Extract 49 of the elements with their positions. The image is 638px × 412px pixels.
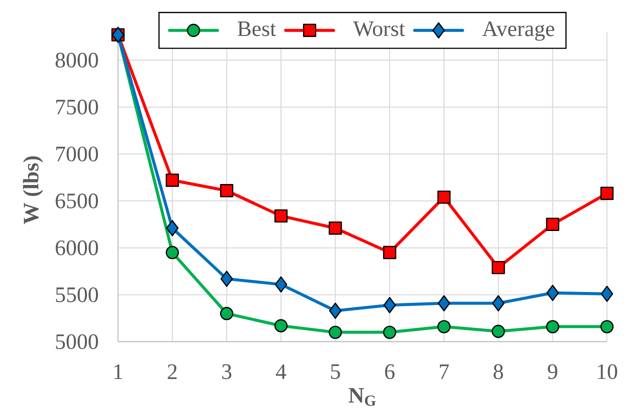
x-tick-label: 1 <box>114 364 122 379</box>
x-tick-label: 9 <box>548 364 558 380</box>
point <box>600 286 614 302</box>
x-tick-label: 5 <box>331 364 340 379</box>
x-tick-label: 4 <box>276 364 286 379</box>
point <box>600 320 614 334</box>
point <box>274 209 288 223</box>
point <box>166 174 179 187</box>
point <box>546 320 560 334</box>
point <box>328 326 342 339</box>
point <box>220 270 233 287</box>
x-axis-title: N$_{G}$ <box>348 388 376 406</box>
point <box>166 246 179 260</box>
x-tick-label: 3 <box>222 364 232 380</box>
x-tick-label: 6 <box>385 364 395 380</box>
y-tick-label: 5500 <box>56 287 98 302</box>
y-axis-title: W (lbs) <box>23 156 44 224</box>
y-tick-label: 6500 <box>56 193 98 208</box>
x-tick-label: 8 <box>494 364 503 380</box>
point <box>438 295 450 312</box>
y-tick-label: 7500 <box>56 100 98 114</box>
point <box>437 190 451 204</box>
point <box>492 260 505 274</box>
point <box>220 306 234 320</box>
point <box>220 184 234 198</box>
legend-label: Worst <box>353 22 405 36</box>
x-tick-label: 10 <box>598 364 618 380</box>
point <box>328 222 342 235</box>
x-tick-label: 7 <box>440 364 449 379</box>
y-tick-label: 5000 <box>56 334 98 350</box>
point <box>274 319 288 332</box>
point <box>546 218 560 231</box>
legend-label: Average <box>482 21 554 41</box>
point <box>383 326 396 339</box>
y-tick-label: 7000 <box>56 146 98 162</box>
point <box>600 186 614 200</box>
point <box>166 220 179 236</box>
point <box>383 296 396 314</box>
point <box>492 295 505 312</box>
y-tick-label: 6000 <box>56 240 98 256</box>
legend-label: Best <box>238 22 276 36</box>
y-tick-label: 8000 <box>56 52 98 68</box>
point <box>274 276 288 293</box>
point <box>437 320 451 334</box>
point <box>329 302 342 319</box>
point <box>546 284 559 301</box>
point <box>383 246 396 260</box>
x-tick-label: 2 <box>168 364 177 379</box>
point <box>492 324 505 338</box>
